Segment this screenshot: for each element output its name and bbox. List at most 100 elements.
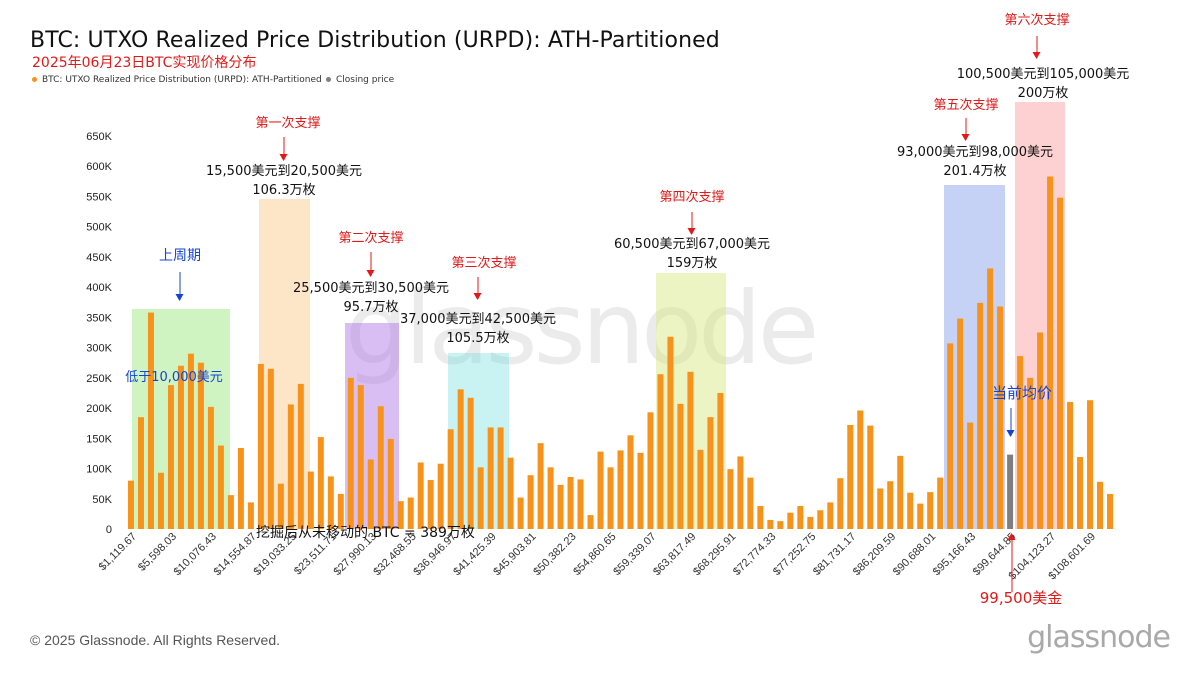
urpd-bar[interactable] <box>597 451 604 529</box>
urpd-bar[interactable] <box>927 492 934 529</box>
urpd-bar[interactable] <box>197 362 204 529</box>
urpd-bar[interactable] <box>227 495 234 529</box>
urpd-bar[interactable] <box>517 497 524 529</box>
urpd-bar[interactable] <box>827 502 834 529</box>
urpd-bar[interactable] <box>957 318 964 529</box>
urpd-bar[interactable] <box>647 412 654 529</box>
urpd-bar[interactable] <box>287 404 294 529</box>
urpd-bar[interactable] <box>657 374 664 529</box>
urpd-bar[interactable] <box>247 502 254 529</box>
urpd-bar[interactable] <box>257 363 264 529</box>
urpd-bar[interactable] <box>667 336 674 529</box>
urpd-bar[interactable] <box>727 469 734 529</box>
urpd-bar[interactable] <box>837 478 844 529</box>
urpd-bar[interactable] <box>737 456 744 529</box>
urpd-bar[interactable] <box>447 429 454 529</box>
urpd-bar[interactable] <box>337 493 344 529</box>
urpd-bar[interactable] <box>877 488 884 529</box>
urpd-bar[interactable] <box>277 483 284 529</box>
urpd-bar[interactable] <box>867 425 874 529</box>
urpd-bar[interactable] <box>237 447 244 529</box>
urpd-bar[interactable] <box>1067 402 1074 529</box>
urpd-bar[interactable] <box>917 503 924 529</box>
urpd-bar[interactable] <box>1087 400 1094 529</box>
urpd-bar[interactable] <box>507 457 514 529</box>
urpd-bar[interactable] <box>767 519 774 529</box>
urpd-bar[interactable] <box>907 492 914 529</box>
urpd-bar[interactable] <box>497 427 504 529</box>
urpd-bar[interactable] <box>457 389 464 529</box>
closing-price-bar[interactable] <box>1007 454 1014 529</box>
urpd-bar[interactable] <box>847 425 854 529</box>
urpd-bar[interactable] <box>187 353 194 529</box>
urpd-bar[interactable] <box>327 476 334 529</box>
urpd-bar[interactable] <box>407 497 414 529</box>
urpd-bar[interactable] <box>997 306 1004 530</box>
urpd-bar[interactable] <box>1097 481 1104 529</box>
urpd-bar[interactable] <box>537 443 544 529</box>
urpd-bar[interactable] <box>857 410 864 530</box>
legend-item-closing-price[interactable]: Closing price <box>326 75 394 85</box>
urpd-bar[interactable] <box>527 475 534 529</box>
urpd-bar[interactable] <box>627 435 634 529</box>
urpd-bar[interactable] <box>1107 493 1113 529</box>
urpd-bar[interactable] <box>427 480 434 529</box>
urpd-bar[interactable] <box>477 467 484 529</box>
urpd-bar[interactable] <box>307 471 314 529</box>
urpd-bar[interactable] <box>1057 197 1064 530</box>
urpd-bar[interactable] <box>437 463 444 529</box>
urpd-bar[interactable] <box>577 479 584 529</box>
urpd-bar[interactable] <box>417 462 424 529</box>
urpd-bar[interactable] <box>137 417 144 529</box>
urpd-bar[interactable] <box>777 521 784 529</box>
urpd-bar[interactable] <box>557 484 564 529</box>
urpd-bar[interactable] <box>1027 377 1034 529</box>
urpd-bar[interactable] <box>947 343 954 529</box>
urpd-bar[interactable] <box>397 501 404 529</box>
urpd-bar[interactable] <box>1077 457 1084 529</box>
urpd-bar[interactable] <box>1037 332 1044 530</box>
legend-item-urpd[interactable]: BTC: UTXO Realized Price Distribution (U… <box>32 75 322 85</box>
urpd-bar[interactable] <box>687 371 694 529</box>
urpd-bar[interactable] <box>747 477 754 529</box>
urpd-bar[interactable] <box>787 512 794 529</box>
urpd-bar[interactable] <box>1017 356 1024 529</box>
urpd-bar[interactable] <box>607 467 614 529</box>
urpd-bar[interactable] <box>167 385 174 529</box>
urpd-bar[interactable] <box>697 449 704 529</box>
urpd-bar[interactable] <box>157 472 164 529</box>
urpd-bar[interactable] <box>637 452 644 529</box>
urpd-bar[interactable] <box>547 467 554 529</box>
urpd-bar[interactable] <box>707 417 714 529</box>
urpd-bar[interactable] <box>967 422 974 529</box>
urpd-bar[interactable] <box>128 480 134 529</box>
urpd-bar[interactable] <box>617 450 624 529</box>
urpd-bar[interactable] <box>757 506 764 529</box>
urpd-bar[interactable] <box>347 377 354 529</box>
urpd-bar[interactable] <box>887 481 894 529</box>
urpd-bar[interactable] <box>977 302 984 529</box>
urpd-bar[interactable] <box>377 406 384 529</box>
urpd-bar[interactable] <box>297 383 304 529</box>
urpd-bar[interactable] <box>677 403 684 529</box>
urpd-bar[interactable] <box>357 385 364 529</box>
urpd-bar[interactable] <box>1047 176 1054 529</box>
urpd-bar[interactable] <box>937 477 944 529</box>
urpd-bar[interactable] <box>897 455 904 529</box>
urpd-bar[interactable] <box>367 459 374 529</box>
urpd-bar[interactable] <box>267 368 274 529</box>
urpd-bar[interactable] <box>987 268 994 529</box>
urpd-bar[interactable] <box>797 506 804 529</box>
urpd-bar[interactable] <box>387 438 394 529</box>
urpd-bar[interactable] <box>487 427 494 529</box>
urpd-bar[interactable] <box>587 515 594 529</box>
urpd-bar[interactable] <box>567 477 574 529</box>
urpd-bar[interactable] <box>217 445 224 529</box>
urpd-bar[interactable] <box>317 437 324 529</box>
urpd-bar[interactable] <box>807 516 814 529</box>
urpd-bar[interactable] <box>717 392 724 529</box>
urpd-bar[interactable] <box>207 406 214 529</box>
urpd-bar[interactable] <box>817 510 824 529</box>
urpd-bar[interactable] <box>467 397 474 529</box>
urpd-bar[interactable] <box>177 365 184 529</box>
